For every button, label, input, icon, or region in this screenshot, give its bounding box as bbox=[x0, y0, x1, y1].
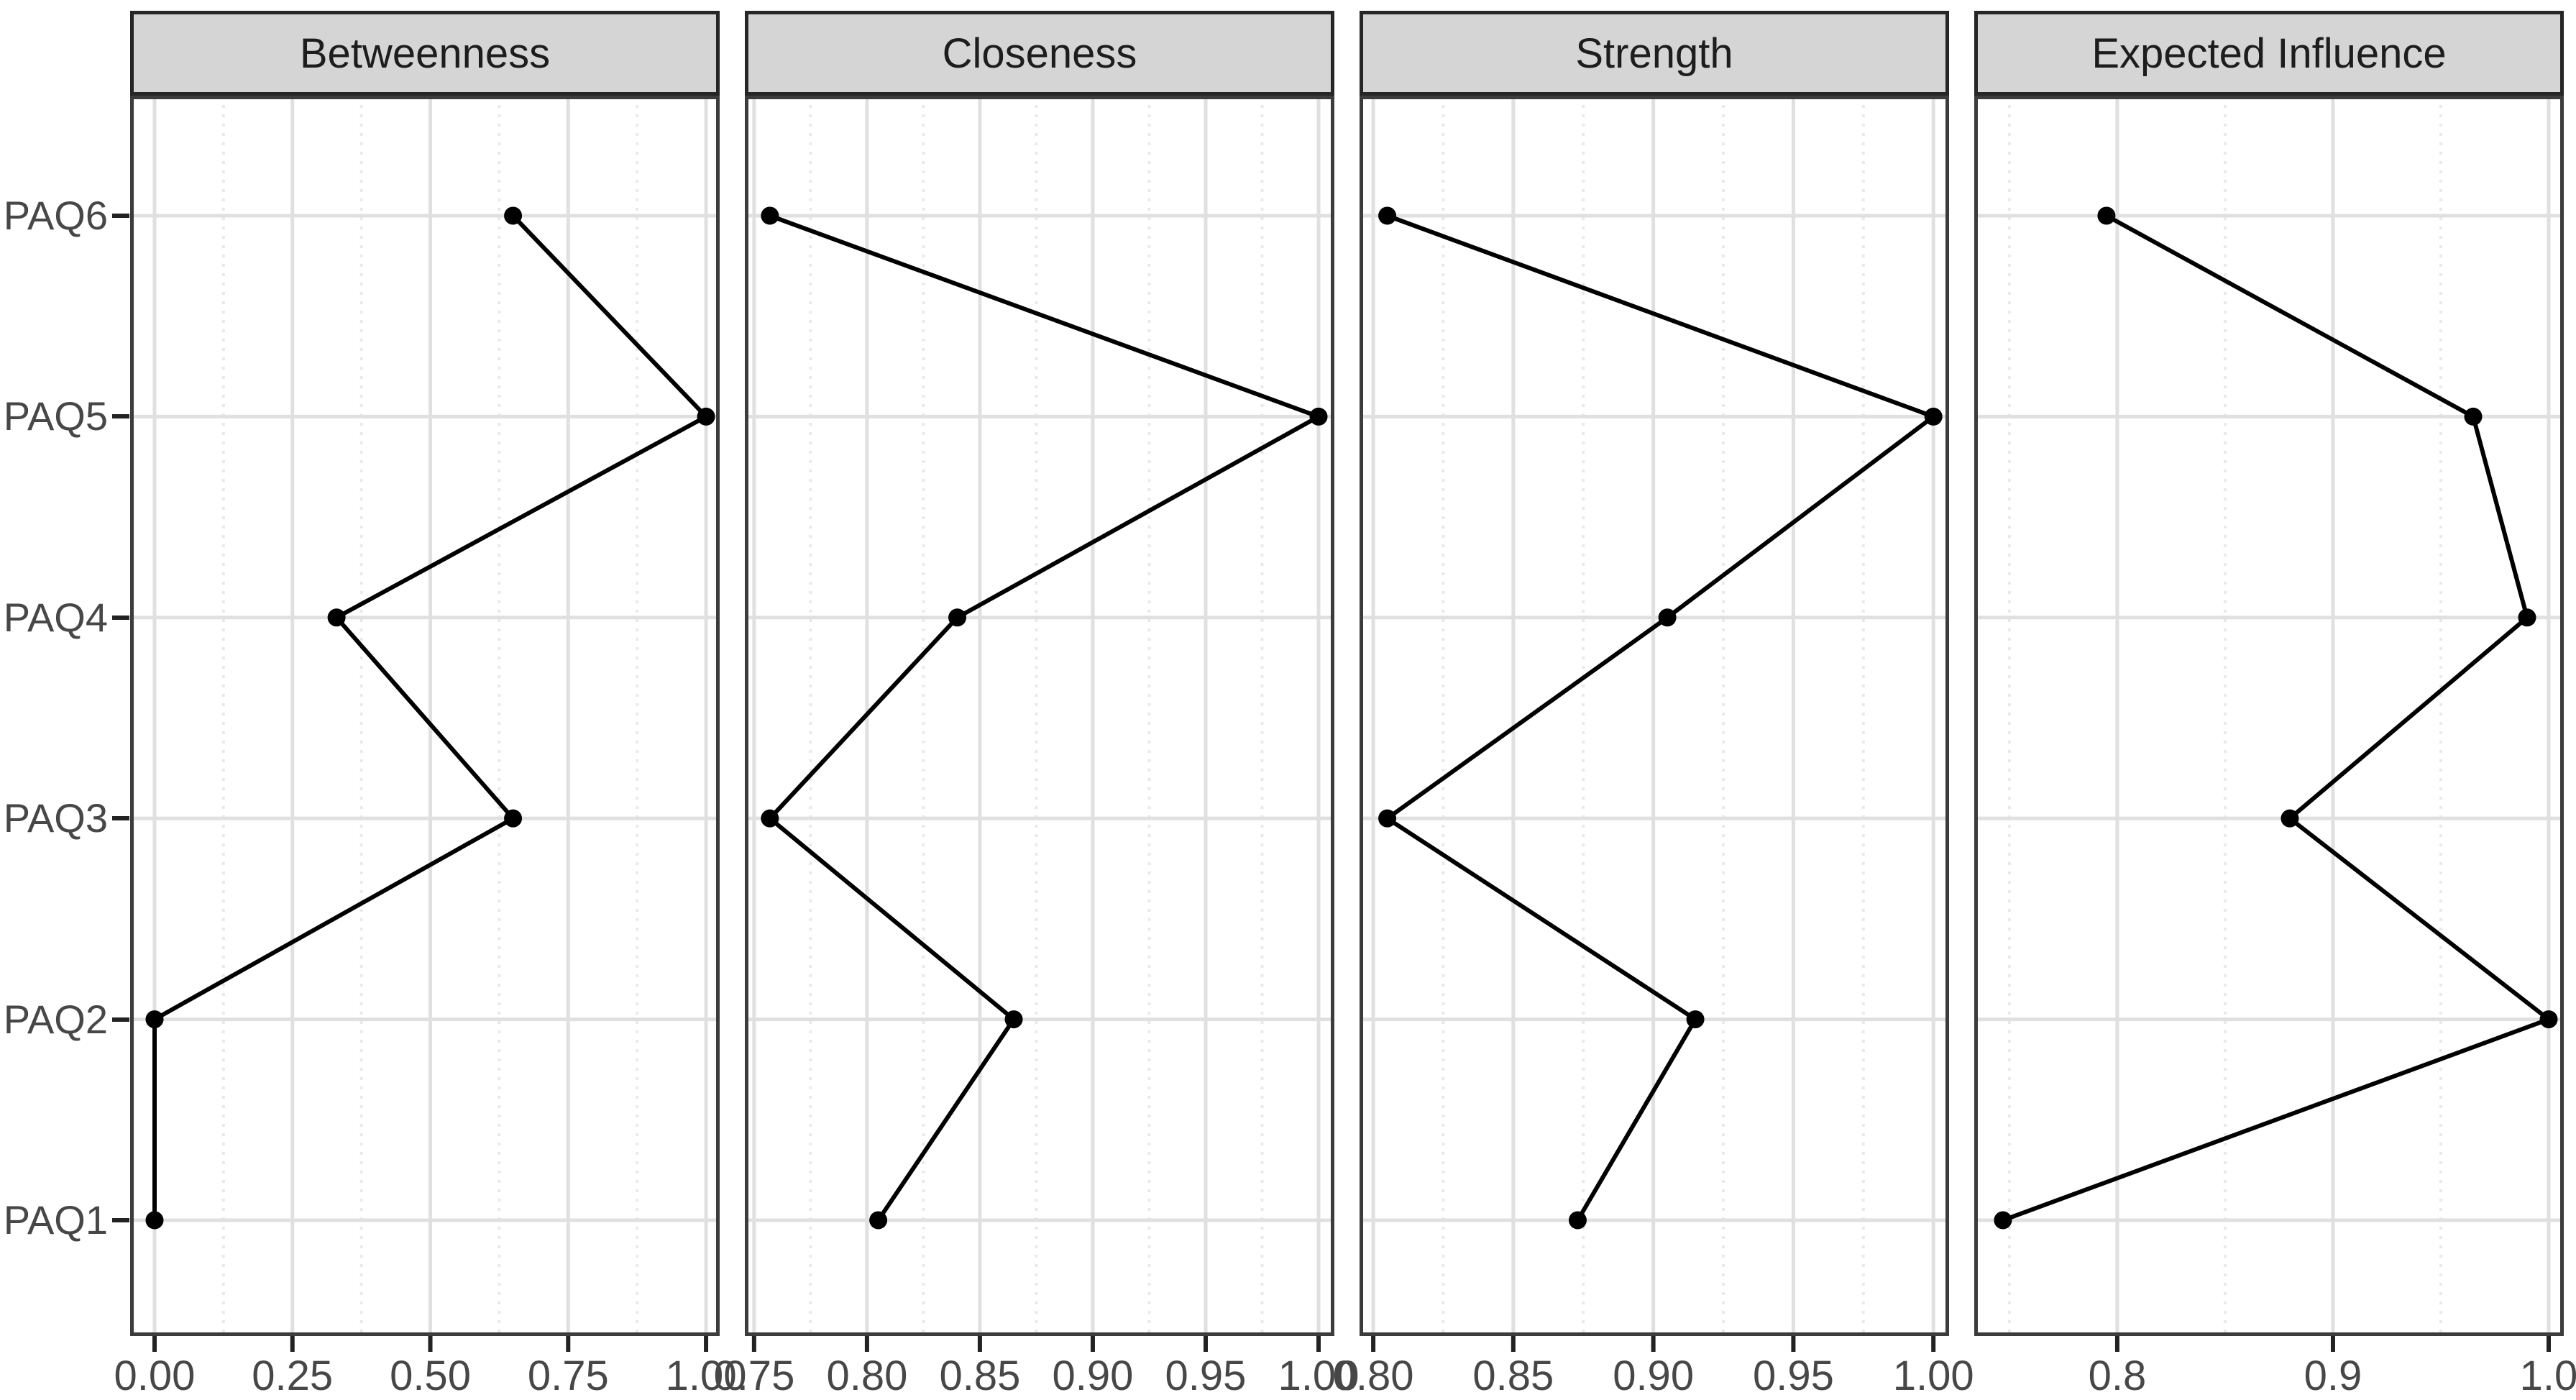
facet-plot-strength: 0.80 0.85 0.90 0.95 1.00 bbox=[1333, 96, 1974, 1399]
facet-panel-expected-influence: Expected Influence 0.8 0.9 1.0 bbox=[1974, 0, 2576, 1400]
y-axis-label: PAQ2 bbox=[3, 996, 108, 1042]
y-tick-mark bbox=[112, 213, 129, 218]
x-tick-label: 0.90 bbox=[1613, 1353, 1694, 1399]
data-point-paq2 bbox=[1004, 1010, 1023, 1029]
y-axis-label: PAQ6 bbox=[3, 192, 108, 238]
facet-title: Closeness bbox=[942, 29, 1137, 77]
panel-border bbox=[1974, 96, 2564, 1336]
x-tick-label: 0.00 bbox=[114, 1353, 196, 1399]
x-tick-label: 0.90 bbox=[1053, 1353, 1134, 1399]
facet-plot-closeness: 0.75 0.80 0.85 0.90 0.95 1.00 bbox=[713, 96, 1359, 1399]
data-point-paq2 bbox=[1686, 1010, 1705, 1029]
panel-border bbox=[745, 96, 1334, 1336]
x-tick-label: 0.80 bbox=[1333, 1353, 1414, 1399]
x-tick-label: 0.75 bbox=[713, 1353, 794, 1399]
facet-panel-strength: Strength 0.80 0.85 0.90 0.95 1.00 bbox=[1333, 0, 1974, 1400]
x-tick-label: 0.85 bbox=[1472, 1353, 1554, 1399]
data-point-paq5 bbox=[697, 407, 715, 426]
x-tick-label: 0.25 bbox=[252, 1353, 333, 1399]
data-point-paq6 bbox=[2097, 206, 2116, 225]
data-point-paq1 bbox=[1568, 1211, 1587, 1230]
data-point-paq1 bbox=[145, 1211, 164, 1230]
facet-title: Betweenness bbox=[299, 29, 551, 77]
panel-border bbox=[1360, 96, 1949, 1336]
data-point-paq2 bbox=[145, 1010, 164, 1029]
x-tick-label: 1.00 bbox=[1893, 1353, 1974, 1399]
y-axis-label: PAQ3 bbox=[3, 795, 108, 841]
data-point-paq4 bbox=[2518, 608, 2536, 627]
data-point-paq5 bbox=[1924, 407, 1943, 426]
data-point-paq4 bbox=[948, 608, 967, 627]
facet-title: Strength bbox=[1575, 29, 1733, 77]
data-point-paq3 bbox=[504, 809, 523, 828]
y-axis-label: PAQ4 bbox=[3, 594, 108, 640]
facet-strip-closeness: Closeness bbox=[745, 11, 1334, 96]
facet-plot-expected-influence: 0.8 0.9 1.0 bbox=[1974, 96, 2576, 1399]
data-point-paq1 bbox=[869, 1211, 888, 1230]
x-tick-label: 0.95 bbox=[1753, 1353, 1834, 1399]
facet-strip-expected-influence: Expected Influence bbox=[1974, 11, 2564, 96]
data-point-paq3 bbox=[1378, 809, 1397, 828]
facet-strip-strength: Strength bbox=[1360, 11, 1949, 96]
centrality-line bbox=[152, 214, 709, 1222]
facet-panel-betweenness: Betweenness 0.00 0.25 0.50 0.75 1.00 bbox=[114, 0, 746, 1400]
x-tick-label: 0.95 bbox=[1165, 1353, 1247, 1399]
x-tick-label: 0.8 bbox=[2089, 1353, 2147, 1399]
data-point-paq5 bbox=[2464, 407, 2483, 426]
data-point-paq6 bbox=[761, 206, 779, 225]
data-point-paq4 bbox=[1658, 608, 1677, 627]
x-tick-label: 0.75 bbox=[528, 1353, 609, 1399]
data-point-paq3 bbox=[2281, 809, 2299, 828]
data-point-paq3 bbox=[761, 809, 779, 828]
data-point-paq5 bbox=[1309, 407, 1328, 426]
y-tick-mark bbox=[112, 1017, 129, 1022]
x-tick-label: 1.0 bbox=[2520, 1353, 2576, 1399]
facet-panel-closeness: Closeness 0.75 0.80 0.85 0.90 0.95 1.00 bbox=[713, 0, 1359, 1400]
y-tick-mark bbox=[112, 615, 129, 620]
x-tick-label: 0.85 bbox=[939, 1353, 1020, 1399]
data-point-paq6 bbox=[504, 206, 523, 225]
centrality-line bbox=[2000, 214, 2551, 1222]
y-axis-label: PAQ1 bbox=[3, 1197, 108, 1243]
x-tick-label: 1.00 bbox=[666, 1353, 747, 1399]
y-tick-mark bbox=[112, 1217, 129, 1222]
panel-border bbox=[130, 96, 720, 1336]
facet-plot-betweenness: 0.00 0.25 0.50 0.75 1.00 bbox=[114, 96, 746, 1399]
centrality-line bbox=[767, 214, 1321, 1222]
data-point-paq2 bbox=[2539, 1010, 2558, 1029]
facet-title: Expected Influence bbox=[2091, 29, 2447, 77]
data-point-paq1 bbox=[1994, 1211, 2012, 1230]
x-tick-label: 0.80 bbox=[826, 1353, 907, 1399]
centrality-line bbox=[1385, 214, 1936, 1222]
x-tick-label: 0.9 bbox=[2304, 1353, 2362, 1399]
data-point-paq6 bbox=[1378, 206, 1397, 225]
data-point-paq4 bbox=[327, 608, 346, 627]
y-tick-mark bbox=[112, 414, 129, 419]
y-axis-label: PAQ5 bbox=[3, 393, 108, 439]
facet-strip-betweenness: Betweenness bbox=[130, 11, 720, 96]
y-tick-mark bbox=[112, 816, 129, 821]
x-tick-label: 1.00 bbox=[1278, 1353, 1360, 1399]
x-tick-label: 0.50 bbox=[390, 1353, 471, 1399]
